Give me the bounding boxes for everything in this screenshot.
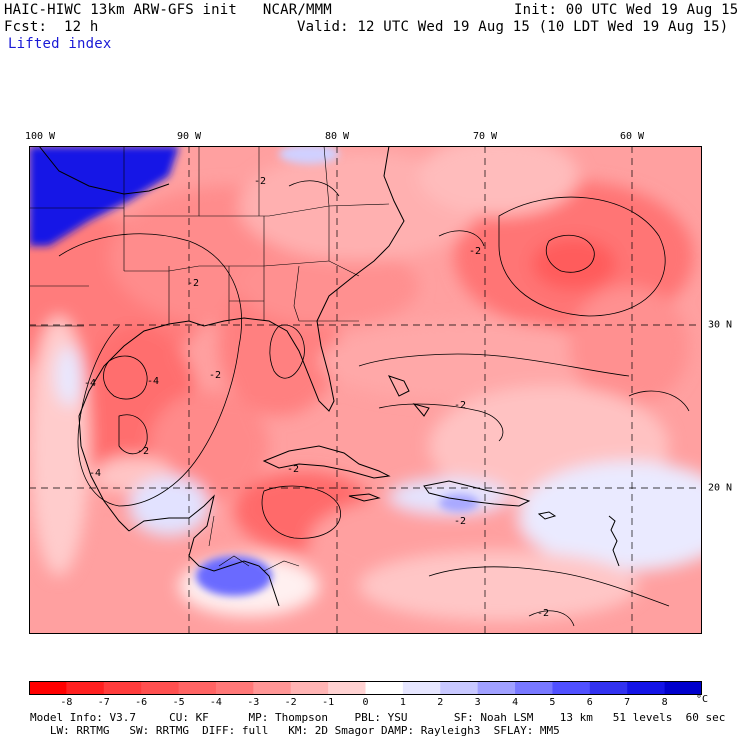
colorbar-cell <box>66 681 105 695</box>
colorbar-tick-label: -5 <box>172 697 185 708</box>
colorbar-unit: °C <box>696 694 709 705</box>
lon-label-60w: 60 W <box>619 131 645 142</box>
colorbar-tick-label: -4 <box>209 697 222 708</box>
forecast-label: Fcst: <box>4 19 48 35</box>
colorbar-tick-label: -3 <box>247 697 260 708</box>
colorbar-cell <box>440 681 479 695</box>
colorbar-cell <box>290 681 329 695</box>
contour-label: -4 <box>84 378 96 389</box>
contour-label: -2 <box>137 446 149 457</box>
colorbar-tick-label: -8 <box>60 697 73 708</box>
model-info-line1: Model Info: V3.7 CU: KF MP: Thompson PBL… <box>30 711 726 724</box>
model-info-line2: LW: RRTMG SW: RRTMG DIFF: full KM: 2D Sm… <box>30 724 560 737</box>
contour-labels: -2 -4 -2 -2 -4 -2 -4 -2 -2 -2 -2 -2 <box>84 176 549 619</box>
colorbar-cell <box>365 681 404 695</box>
forecast-hour: 12 h <box>64 19 99 35</box>
contour-label: -2 <box>537 608 549 619</box>
state-borders <box>29 146 390 572</box>
colorbar-cell <box>178 681 217 695</box>
colorbar-tick-label: 8 <box>661 697 668 708</box>
contour-label: -4 <box>89 468 101 479</box>
contour-label: -2 <box>254 176 266 187</box>
contour-label: -2 <box>469 246 481 257</box>
colorbar-tick-label: -6 <box>135 697 148 708</box>
lifted-index-map: -2 -4 -2 -2 -4 -2 -4 -2 -2 -2 -2 -2 <box>29 146 702 634</box>
colorbar-tick-label: 4 <box>512 697 519 708</box>
lat-label-20n: 20 N <box>708 482 733 494</box>
contour-label: -2 <box>287 464 299 475</box>
latlon-grid <box>29 146 702 634</box>
colorbar-cell <box>515 681 553 695</box>
colorbar-tick-label: 0 <box>362 697 369 708</box>
colorbar-cell <box>664 681 702 695</box>
colorbar-tick-label: 3 <box>474 697 481 708</box>
colorbar-cell <box>103 681 142 695</box>
colorbar-cell <box>29 681 67 695</box>
contour-label: -2 <box>187 278 199 289</box>
model-title: HAIC-HIWC 13km ARW-GFS init NCAR/MMM <box>4 2 332 18</box>
colorbar-tick-label: 1 <box>399 697 406 708</box>
colorbar-cell <box>141 681 180 695</box>
contour-label: -2 <box>209 370 221 381</box>
lon-label-100w: 100 W <box>24 131 56 142</box>
field-name: Lifted index <box>8 36 112 52</box>
contours <box>58 180 690 627</box>
colorbar-tick-label: -7 <box>97 697 110 708</box>
colorbar-cell <box>402 681 441 695</box>
colorbar-cell <box>215 681 254 695</box>
colorbar-tick-label: 7 <box>624 697 631 708</box>
colorbar-cell <box>477 681 516 695</box>
colorbar-cell <box>253 681 292 695</box>
colorbar-cell <box>589 681 628 695</box>
lon-label-90w: 90 W <box>176 131 202 142</box>
colorbar-cell <box>328 681 366 695</box>
colorbar-tick-label: -2 <box>284 697 297 708</box>
colorbar-tick-label: 2 <box>437 697 444 708</box>
contour-label: -2 <box>454 400 466 411</box>
lon-label-80w: 80 W <box>324 131 350 142</box>
colorbar-cell <box>627 681 666 695</box>
map-frame <box>29 146 702 634</box>
colorbar-cell <box>552 681 591 695</box>
lon-label-70w: 70 W <box>472 131 498 142</box>
valid-time: Valid: 12 UTC Wed 19 Aug 15 (10 LDT Wed … <box>297 19 729 35</box>
colorbar-tick-label: -1 <box>322 697 335 708</box>
init-time: Init: 00 UTC Wed 19 Aug 15 <box>514 2 739 18</box>
colorbar <box>29 681 702 695</box>
colorbar-tick-label: 5 <box>549 697 556 708</box>
lat-label-30n: 30 N <box>708 319 733 331</box>
colorbar-tick-label: 6 <box>586 697 593 708</box>
contour-label: -2 <box>454 516 466 527</box>
contour-label: -4 <box>147 376 159 387</box>
